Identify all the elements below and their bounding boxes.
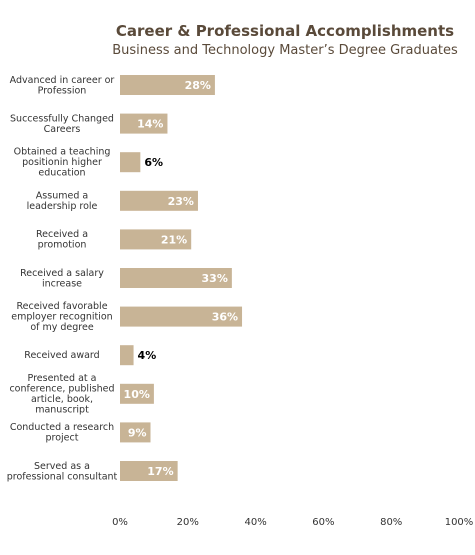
x-tick-label-2: 40% (244, 517, 266, 528)
category-label-2-line-1: positionin higher (22, 157, 102, 168)
bar-0 (120, 75, 215, 95)
bar-7 (120, 345, 134, 366)
category-label-1-line-0: Successfully Changed (10, 113, 114, 124)
chart-title: Career & Professional Accomplishments (115, 22, 455, 40)
category-label-10: Served as a professional consultant (7, 461, 118, 483)
value-label-9: 9% (128, 426, 147, 439)
category-label-10-line-1: professional consultant (7, 471, 118, 482)
value-label-7: 4% (138, 349, 157, 362)
x-tick-label-5: 100% (445, 517, 474, 528)
category-label-6-line-1: employer recognition (11, 312, 112, 323)
category-label-2-line-0: Obtained a teaching (14, 147, 111, 158)
category-label-2: Obtained a teaching positionin higher educ… (14, 147, 111, 179)
value-label-4: 21% (161, 233, 187, 246)
bar-5 (120, 268, 232, 288)
category-label-4-line-1: promotion (38, 240, 87, 251)
category-label-6-line-2: of my degree (30, 322, 94, 333)
category-label-8-line-2: article, book, (31, 394, 93, 405)
category-label-6-line-0: Received favorable (16, 301, 107, 312)
bar-8 (120, 383, 154, 404)
category-label-0-line-1: Profession (38, 85, 87, 96)
category-label-3: Assumed a leadership role (27, 191, 98, 213)
category-label-6: Received favorable employer recognition of… (11, 301, 112, 333)
bar-9 (120, 422, 151, 443)
value-label-2: 6% (144, 156, 163, 169)
category-label-5-line-1: increase (42, 278, 82, 289)
category-label-3-line-0: Assumed a (36, 191, 88, 202)
category-label-9: Conducted a research project (10, 422, 114, 444)
category-label-7: Received award (24, 350, 99, 361)
category-label-8-line-1: conference, published (9, 384, 114, 395)
value-label-1: 14% (137, 118, 163, 131)
category-label-8-line-0: Presented at a (28, 373, 97, 384)
value-label-10: 17% (147, 465, 173, 478)
value-label-3: 23% (168, 195, 194, 208)
bar-3 (120, 190, 198, 211)
category-label-2-line-2: education (38, 168, 85, 179)
category-label-9-line-1: project (46, 433, 79, 444)
category-label-4: Received a promotion (36, 229, 88, 251)
bar-1 (120, 113, 168, 134)
category-label-7-line-0: Received award (24, 350, 99, 361)
bar-6 (120, 306, 243, 327)
x-tick-label-4: 80% (380, 517, 402, 528)
category-label-8: Presented at a conference, published artic… (9, 373, 114, 416)
value-label-8: 10% (124, 388, 150, 401)
category-label-8-line-3: manuscript (35, 405, 89, 416)
value-label-5: 33% (202, 272, 228, 285)
x-tick-label-0: 0% (112, 517, 128, 528)
category-label-5: Received a salary increase (20, 268, 104, 290)
category-label-5-line-0: Received a salary (20, 268, 104, 279)
value-label-0: 28% (185, 79, 211, 92)
category-label-1-line-1: Careers (44, 124, 81, 135)
category-label-10-line-0: Served as a (34, 461, 90, 472)
category-label-3-line-1: leadership role (27, 201, 98, 212)
category-label-1: Successfully Changed Careers (10, 113, 114, 135)
category-label-4-line-0: Received a (36, 229, 88, 240)
bar-2 (120, 152, 141, 173)
bar-4 (120, 229, 192, 250)
category-label-0-line-0: Advanced in career or (10, 75, 115, 86)
value-label-6: 36% (212, 311, 238, 324)
category-label-0: Advanced in career or Profession (10, 75, 115, 97)
x-tick-label-1: 20% (177, 517, 199, 528)
chart-subtitle: Business and Technology Master’s Degree … (112, 43, 458, 58)
bar-10 (120, 461, 178, 481)
category-label-9-line-0: Conducted a research (10, 422, 114, 433)
x-tick-label-3: 60% (312, 517, 334, 528)
